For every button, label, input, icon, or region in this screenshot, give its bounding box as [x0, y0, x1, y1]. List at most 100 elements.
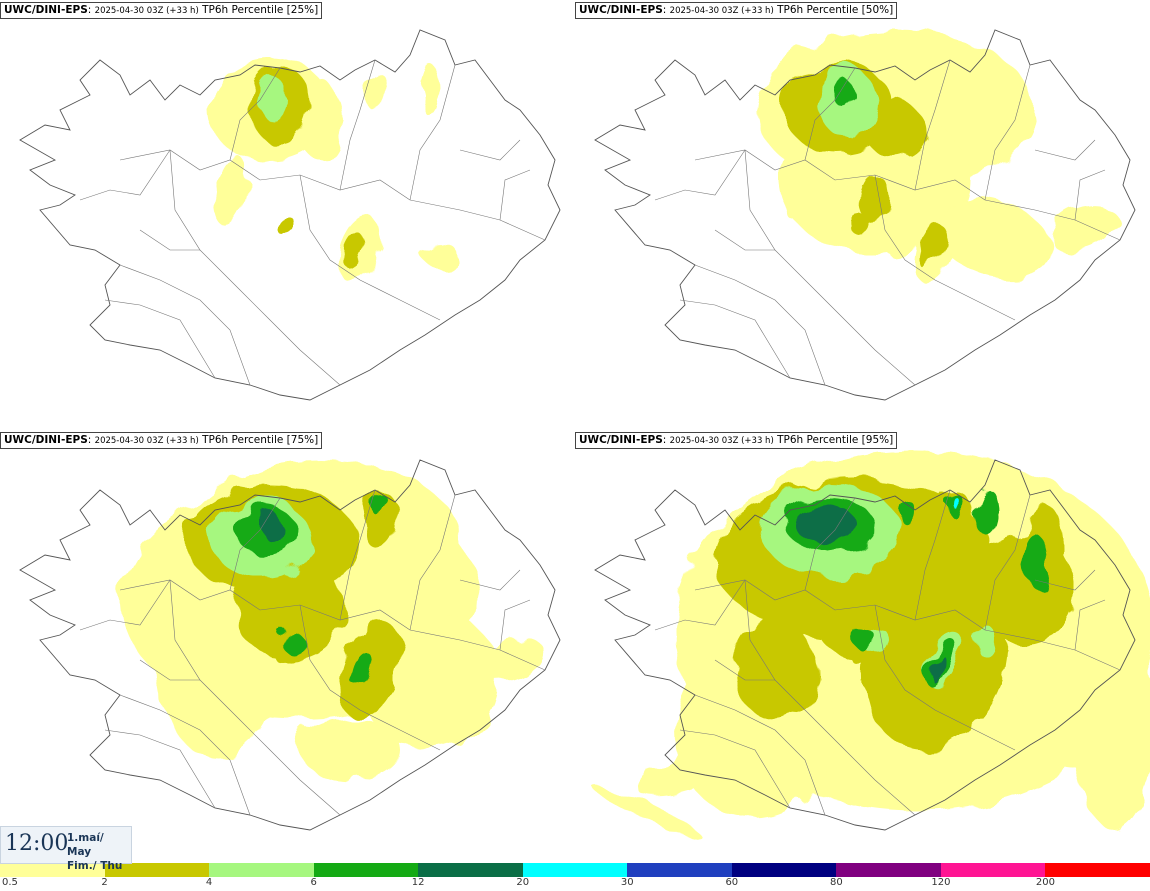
boundary-line — [169, 149, 341, 386]
precip-area — [921, 225, 949, 265]
legend-tick-label: 120 — [931, 877, 951, 888]
boundary-line — [654, 149, 746, 201]
precipitation-field — [590, 450, 1150, 837]
precip-area — [258, 76, 286, 120]
boundary-line — [104, 729, 216, 809]
panel-run: 2025-04-30 03Z (+33 h) — [669, 436, 774, 446]
boundary-line — [169, 579, 341, 816]
boundary-line — [1034, 139, 1096, 161]
precip-area — [275, 215, 295, 235]
boundary-line — [744, 579, 916, 816]
boundary-line — [984, 64, 1031, 201]
boundary-line — [119, 579, 411, 631]
legend-swatch — [627, 863, 732, 877]
map-panel-3: UWC/DINI-EPS: 2025-04-30 03Z (+33 h) TP6… — [0, 430, 575, 860]
map-panel-1: UWC/DINI-EPS: 2025-04-30 03Z (+33 h) TP6… — [0, 0, 575, 430]
boundary-line — [409, 199, 546, 241]
boundary-line — [694, 149, 986, 201]
legend-swatch — [836, 863, 941, 877]
boundary-line — [499, 169, 531, 221]
valid-date-line1: 1.maí/ May — [67, 832, 104, 858]
precip-area — [975, 624, 995, 656]
boundary-line — [694, 264, 826, 386]
boundary-line — [679, 729, 791, 809]
legend-swatch — [418, 863, 523, 877]
boundary-line — [654, 579, 746, 631]
boundary-line — [714, 659, 775, 681]
boundary-line — [409, 494, 456, 631]
valid-time: 12:00 — [5, 831, 69, 856]
precip-area — [235, 560, 345, 660]
precip-area — [345, 234, 365, 270]
precip-area — [422, 243, 458, 267]
legend-tick-label: 20 — [516, 877, 530, 888]
boundary-line — [694, 694, 826, 816]
precip-area — [352, 652, 372, 688]
panel-title: UWC/DINI-EPS: 2025-04-30 03Z (+33 h) TP6… — [575, 2, 898, 19]
valid-date-line2: Fim./ Thu — [67, 860, 123, 872]
boundary-line — [694, 579, 986, 631]
title-separator: : — [87, 4, 95, 16]
legend-swatch — [1045, 863, 1150, 877]
panel-model: UWC/DINI-EPS — [579, 434, 663, 446]
precip-area — [362, 490, 398, 550]
precip-area — [363, 70, 387, 110]
panel-field: TP6h Percentile [95%] — [777, 434, 894, 446]
boundary-line — [874, 604, 1016, 751]
boundary-line — [79, 149, 171, 201]
panel-title: UWC/DINI-EPS: 2025-04-30 03Z (+33 h) TP6… — [575, 432, 898, 449]
precip-area — [590, 783, 700, 837]
panel-model: UWC/DINI-EPS — [4, 434, 88, 446]
panel-field: TP6h Percentile [25%] — [202, 4, 319, 16]
valid-time-box: 12:00 1.maí/ May Fim./ Thu — [0, 826, 132, 872]
legend-tick-label: 0.5 — [2, 877, 18, 888]
precip-area — [280, 628, 300, 652]
boundary-line — [119, 264, 251, 386]
boundary-line — [499, 599, 531, 651]
boundary-line — [139, 659, 200, 681]
precip-area — [213, 154, 247, 226]
precipitation-map — [590, 450, 1150, 837]
legend-tick-label: 80 — [829, 877, 843, 888]
panel-model: UWC/DINI-EPS — [579, 4, 663, 16]
boundary-line — [339, 489, 376, 621]
map-panel-2: UWC/DINI-EPS: 2025-04-30 03Z (+33 h) TP6… — [575, 0, 1150, 430]
precip-area — [850, 215, 870, 235]
precipitation-field — [120, 460, 544, 780]
boundary-line — [339, 59, 376, 191]
boundary-line — [874, 174, 1016, 321]
precip-area — [638, 742, 752, 798]
legend-tick-label: 6 — [310, 877, 317, 888]
legend-swatch — [731, 863, 837, 877]
title-separator: : — [87, 434, 95, 446]
panel-run: 2025-04-30 03Z (+33 h) — [94, 436, 199, 446]
precip-area — [420, 64, 440, 116]
boundary-line — [299, 174, 441, 321]
legend-swatch — [0, 863, 105, 877]
precip-area — [1051, 206, 1119, 254]
precipitation-map — [594, 29, 1136, 401]
precipitation-field — [755, 30, 1119, 283]
boundary-line — [1074, 599, 1106, 651]
precip-area — [952, 496, 958, 508]
precip-area — [855, 628, 875, 652]
boundary-line — [804, 497, 856, 591]
legend-swatch — [209, 863, 314, 877]
boundary-line — [409, 64, 456, 201]
boundary-line — [984, 494, 1031, 631]
legend-tick-label: 60 — [725, 877, 739, 888]
boundary-line — [104, 299, 216, 379]
precip-area — [300, 720, 400, 780]
panel-title: UWC/DINI-EPS: 2025-04-30 03Z (+33 h) TP6… — [0, 2, 323, 19]
precipitation-map — [19, 459, 561, 831]
precip-area — [860, 175, 890, 225]
boundary-line — [914, 489, 951, 621]
boundary-line — [679, 299, 791, 379]
title-separator: : — [662, 434, 670, 446]
legend-tick-label: 12 — [411, 877, 425, 888]
legend-swatch — [522, 863, 628, 877]
boundary-line — [984, 629, 1121, 671]
boundary-line — [139, 229, 200, 251]
boundary-line — [914, 59, 951, 191]
precip-area — [1023, 534, 1047, 586]
